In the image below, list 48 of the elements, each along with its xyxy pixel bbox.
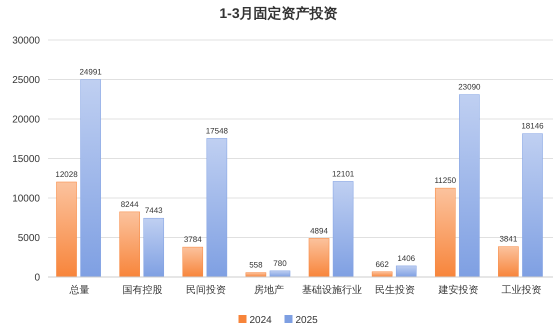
legend-label: 2025 — [296, 315, 318, 326]
bar — [459, 94, 480, 278]
y-tick-label: 0 — [34, 272, 40, 284]
bar — [522, 133, 543, 278]
data-label: 1406 — [397, 254, 416, 263]
x-tick-label: 工业投资 — [501, 284, 542, 296]
bar — [56, 182, 77, 278]
data-label: 12028 — [55, 170, 78, 179]
data-label: 558 — [249, 260, 264, 270]
y-tick-label: 15000 — [12, 154, 40, 165]
bar — [182, 246, 204, 278]
data-label: 11250 — [434, 176, 457, 186]
bar — [308, 238, 330, 278]
chart-title: 1-3月固定资产投资 — [219, 5, 338, 21]
data-label: 23090 — [458, 82, 482, 92]
data-label: 3784 — [184, 235, 202, 244]
data-label: 18146 — [521, 122, 544, 131]
bar — [119, 212, 140, 278]
data-label: 12101 — [332, 169, 355, 178]
y-tick-label: 5000 — [18, 233, 40, 244]
legend-label: 2024 — [250, 315, 272, 326]
bar — [143, 218, 164, 278]
data-label: 8244 — [120, 200, 140, 209]
bar — [80, 79, 101, 278]
y-tick-label: 20000 — [12, 114, 40, 126]
x-tick-label: 房地产 — [254, 284, 284, 296]
bar — [434, 188, 456, 278]
data-label: 4894 — [310, 226, 328, 236]
data-label: 662 — [375, 260, 390, 269]
bar — [206, 138, 228, 278]
x-tick-label: 建安投资 — [437, 284, 478, 296]
data-label: 7443 — [144, 206, 164, 216]
data-label: 24991 — [79, 68, 102, 77]
x-tick-label: 基础设施行业 — [302, 284, 362, 296]
bar — [332, 181, 354, 278]
x-tick-label: 国有控股 — [122, 284, 163, 296]
data-label: 17548 — [206, 126, 229, 136]
x-tick-label: 总量 — [68, 284, 90, 296]
bar — [498, 246, 519, 278]
bar — [270, 270, 290, 278]
y-tick-label: 25000 — [12, 75, 40, 86]
y-tick-label: 30000 — [12, 36, 40, 46]
data-label: 3841 — [499, 234, 518, 244]
y-tick-label: 10000 — [12, 194, 40, 204]
x-tick-label: 民生投资 — [375, 284, 416, 296]
bar — [396, 266, 417, 278]
x-tick-label: 民间投资 — [186, 284, 226, 296]
data-label: 780 — [273, 258, 288, 268]
